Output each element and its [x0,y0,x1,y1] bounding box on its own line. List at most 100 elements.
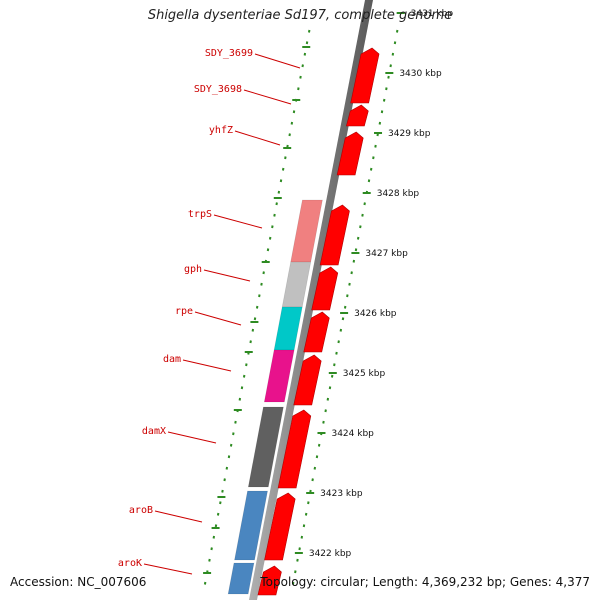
inner-tick-mark [229,443,233,447]
accession-text: Accession: NC_007606 [10,575,147,589]
forward-feature-SDY_3698 [345,104,369,127]
gene-label-rpe: rpe [175,306,193,317]
inner-tick-mark [225,466,229,470]
inner-tick-mark [214,524,218,528]
outer-tick-mark [333,363,336,367]
gene-label-aroB: aroB [129,505,153,516]
forward-feature-SDY_3699 [350,47,380,104]
inner-tick-mark [253,317,257,321]
outer-tick-mark [326,397,330,401]
outer-tick-mark [335,351,338,355]
gene-label-aroK: aroK [118,558,142,569]
inner-tick-mark [279,179,283,183]
gene-label-SDY_3698: SDY_3698 [194,84,242,95]
inner-tick-mark [288,133,291,137]
gene-label-dam: dam [163,354,181,365]
outer-tick-mark [302,524,306,528]
gene-leader-line [154,510,203,523]
inner-tick-mark [303,52,307,56]
outer-tick-mark [307,501,310,505]
inner-tick-mark [281,167,285,171]
outer-tick-mark [343,305,347,309]
outer-tick-mark [391,52,395,56]
forward-feature-rpe [303,311,330,353]
outer-tick-mark [296,558,299,562]
scale-label: 3423 kbp [320,489,363,499]
inner-tick-mark [234,420,237,424]
outer-tick-ring [291,29,399,585]
gene-labels: SDY_3699 SDY_3698 yhfZ trpS gph rpe dam damX aro… [118,48,301,575]
inner-tick-mark [232,432,235,436]
inner-tick-mark [210,547,213,551]
forward-feature-yhfZ [336,131,364,176]
outer-tick-mark [389,64,392,68]
scale-label: 3425 kbp [343,369,386,379]
inner-tick-mark [305,41,309,45]
forward-strand-features [257,47,380,596]
inner-tick-ring [203,29,311,585]
gene-label-trpS: trpS [188,209,212,220]
forward-feature-trpS [319,204,350,266]
gene-leader-line [167,431,217,444]
reverse-feature-aroB [234,490,268,561]
outer-tick-mark [380,110,384,114]
outer-tick-mark [369,167,373,171]
outer-tick-mark [393,41,397,45]
scale-label: 3422 kbp [309,549,352,559]
scale-label: 3427 kbp [365,249,408,259]
forward-feature-aroB [264,492,296,561]
inner-tick-mark [307,29,311,33]
outer-tick-mark [382,98,386,102]
inner-tick-mark [242,374,246,378]
inner-tick-mark [275,202,278,206]
gene-label-gph: gph [184,264,202,275]
topology-text: Topology: circular; Length: 4,369,232 bp… [260,575,590,589]
scale-label: 3431 kbp [411,9,454,19]
outer-tick-mark [354,248,358,252]
inner-tick-mark [277,190,281,194]
outer-tick-mark [356,236,360,240]
inner-tick-mark [271,225,274,229]
gene-label-yhfZ: yhfZ [209,125,233,136]
outer-tick-mark [294,570,297,574]
outer-tick-mark [317,443,321,447]
reverse-feature-damX [247,406,284,488]
outer-tick-mark [378,121,382,125]
outer-tick-mark [330,374,334,378]
gene-leader-line [182,359,232,372]
inner-tick-mark [240,386,244,390]
outer-tick-mark [367,179,371,183]
outer-tick-mark [304,512,308,516]
reverse-feature-aroK [227,562,255,595]
outer-tick-mark [346,294,349,298]
inner-tick-mark [212,535,216,539]
outer-tick-mark [341,317,345,321]
outer-tick-mark [374,144,377,148]
outer-tick-mark [298,547,301,551]
gene-leader-line [254,53,301,69]
map-title: Shigella dysenteriae Sd197, complete gen… [147,8,453,23]
outer-tick-mark [385,87,388,91]
scale-label: 3430 kbp [399,69,442,79]
inner-tick-mark [208,558,211,562]
outer-tick-mark [322,420,325,424]
scale-label: 3424 kbp [331,429,374,439]
outer-tick-mark [339,328,343,332]
outer-tick-mark [372,156,375,160]
scale-label: 3429 kbp [388,129,431,139]
inner-tick-mark [216,512,220,516]
gene-label-SDY_3699: SDY_3699 [205,48,253,59]
gene-leader-line [203,269,251,282]
outer-tick-mark [363,202,366,206]
outer-tick-mark [350,271,353,275]
inner-tick-mark [260,282,263,286]
reverse-strand-features [227,199,323,595]
gene-leader-line [143,563,193,575]
inner-tick-mark [297,87,300,91]
outer-tick-mark [359,225,362,229]
outer-tick-mark [324,409,327,413]
outer-tick-mark [313,466,317,470]
inner-tick-mark [223,478,226,482]
inner-tick-mark [284,156,287,160]
inner-tick-mark [262,271,265,275]
